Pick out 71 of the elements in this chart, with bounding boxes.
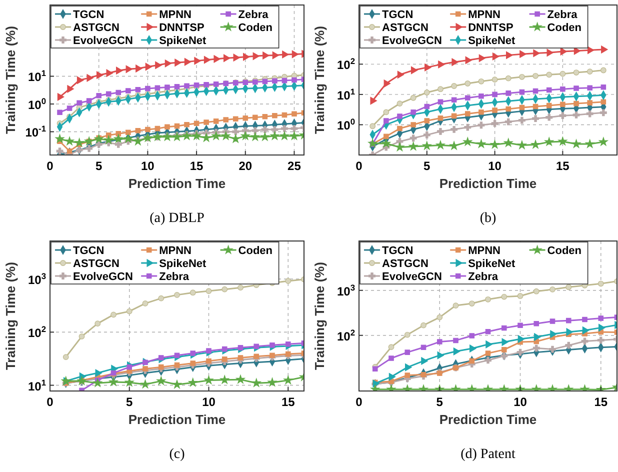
legend-label: EvolveGCN bbox=[73, 271, 133, 283]
y-tick-label: 10$^{2}$ bbox=[28, 324, 46, 340]
legend-label: MPNN bbox=[159, 245, 192, 257]
legend-label: Coden bbox=[547, 245, 582, 257]
y-tick-label: 10$^{3}$ bbox=[28, 271, 46, 288]
legend-label: Coden bbox=[238, 245, 273, 257]
x-tick-label: 0 bbox=[356, 159, 363, 173]
y-axis-title: Training Time (%) bbox=[3, 262, 18, 370]
legend-label: EvolveGCN bbox=[73, 35, 133, 47]
y-tick-label: 10$^{2}$ bbox=[336, 56, 356, 72]
x-axis-title: Prediction Time bbox=[128, 176, 226, 191]
y-tick-label: 10$^{3}$ bbox=[336, 282, 356, 298]
x-tick-label: 10 bbox=[514, 395, 528, 409]
y-tick-label: 10$^{0}$ bbox=[28, 96, 46, 112]
y-axis-title: Training Time (%) bbox=[312, 262, 327, 370]
legend-label: DNNTSP bbox=[468, 22, 514, 34]
legend-label: Zebra bbox=[159, 271, 190, 283]
y-axis-title: Training Time (%) bbox=[312, 26, 327, 134]
x-tick-label: 5 bbox=[424, 159, 431, 173]
text: (a) DBLP bbox=[150, 211, 205, 226]
y-tick-label: 10$^{-1}$ bbox=[25, 124, 46, 140]
text: (c) bbox=[169, 447, 186, 462]
legend-label: Coden bbox=[547, 22, 582, 34]
legend-label: EvolveGCN bbox=[382, 271, 442, 283]
y-tick-label: 10$^{0}$ bbox=[336, 116, 356, 133]
legend-label: MPNN bbox=[468, 245, 501, 257]
legend-label: ASTGCN bbox=[73, 258, 120, 270]
legend-label: Zebra bbox=[468, 271, 499, 283]
text: (d) Patent bbox=[460, 447, 516, 462]
x-tick-label: 0 bbox=[356, 395, 363, 409]
x-tick-label: 5 bbox=[126, 395, 134, 409]
legend-label: TGCN bbox=[73, 245, 104, 257]
legend-label: SpikeNet bbox=[159, 258, 207, 270]
x-tick-label: 10 bbox=[488, 159, 502, 173]
x-tick-label: 10 bbox=[141, 159, 155, 173]
x-tick-label: 15 bbox=[594, 395, 608, 409]
legend-label: EvolveGCN bbox=[382, 35, 442, 47]
legend-label: Zebra bbox=[547, 9, 578, 21]
legend-label: MPNN bbox=[468, 9, 501, 21]
legend-label: ASTGCN bbox=[73, 22, 120, 34]
legend-label: SpikeNet bbox=[468, 258, 516, 270]
legend-label: ASTGCN bbox=[382, 22, 428, 34]
x-tick-label: 5 bbox=[96, 159, 102, 173]
legend-label: MPNN bbox=[159, 9, 192, 21]
legend-label: SpikeNet bbox=[159, 35, 207, 47]
x-tick-label: 0 bbox=[46, 395, 54, 409]
x-tick-label: 25 bbox=[288, 159, 302, 173]
x-tick-label: 15 bbox=[556, 159, 570, 173]
x-tick-label: 15 bbox=[281, 395, 296, 409]
x-tick-label: 15 bbox=[190, 159, 204, 173]
x-tick-label: 10 bbox=[202, 395, 216, 409]
legend-label: Coden bbox=[238, 22, 273, 34]
x-axis-title: Prediction Time bbox=[128, 412, 226, 427]
legend-label: TGCN bbox=[382, 245, 414, 257]
text: (b) bbox=[480, 211, 496, 226]
x-tick-label: 5 bbox=[436, 395, 444, 409]
legend-label: TGCN bbox=[382, 9, 414, 21]
y-tick-label: 10$^{1}$ bbox=[28, 377, 46, 394]
y-tick-label: 10$^{1}$ bbox=[336, 86, 356, 102]
x-tick-label: 20 bbox=[238, 159, 252, 173]
legend-label: TGCN bbox=[73, 9, 104, 21]
y-tick-label: 10$^{2}$ bbox=[336, 327, 356, 344]
y-axis-title: Training Time (%) bbox=[3, 26, 18, 134]
legend-label: SpikeNet bbox=[468, 35, 516, 47]
x-axis-title: Prediction Time bbox=[439, 412, 537, 427]
legend-label: Zebra bbox=[238, 9, 270, 21]
legend-label: DNNTSP bbox=[159, 22, 204, 34]
x-axis-title: Prediction Time bbox=[439, 176, 537, 191]
x-tick-label: 0 bbox=[46, 159, 54, 173]
y-tick-label: 10$^{1}$ bbox=[28, 68, 46, 84]
legend-label: ASTGCN bbox=[382, 258, 428, 270]
